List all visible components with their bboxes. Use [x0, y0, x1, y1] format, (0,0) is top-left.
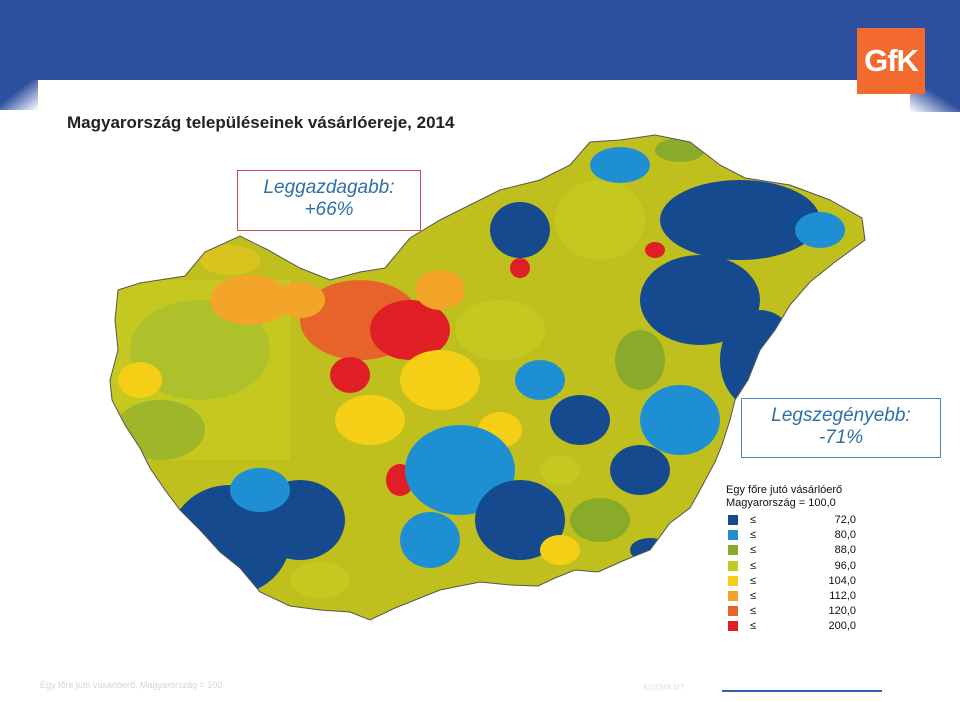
richest-callout: Leggazdagabb: +66% — [237, 170, 421, 231]
legend-swatch — [728, 545, 738, 556]
legend-value: 200,0 — [828, 620, 856, 633]
legend-title-line1: Egy főre jutó vásárlóerő — [726, 484, 843, 496]
map-title: Magyarország településeinek vásárlóereje… — [67, 113, 455, 132]
legend-symbol: ≤ — [750, 559, 757, 572]
legend-symbol: ≤ — [750, 605, 757, 618]
legend-item: ≤72,0 — [726, 514, 886, 527]
legend-value: 80,0 — [834, 529, 856, 542]
top-banner — [0, 0, 960, 80]
legend-value: 88,0 — [834, 544, 856, 557]
legend-value: 96,0 — [834, 559, 856, 572]
legend-item: ≤200,0 — [726, 620, 886, 633]
richest-label: Leggazdagabb: — [263, 177, 395, 198]
logo-text: GfK — [864, 43, 919, 78]
legend-item: ≤104,0 — [726, 575, 886, 588]
footer-label: KOZMA MT — [643, 683, 685, 692]
legend-swatch — [728, 591, 738, 601]
footer-divider — [722, 690, 882, 692]
legend-symbol: ≤ — [750, 544, 757, 557]
gfk-logo: GfK — [857, 28, 925, 94]
legend-symbol: ≤ — [750, 574, 757, 587]
footer-note: Egy főre jutó vásárlóerő, Magyarország =… — [40, 680, 223, 690]
richest-value: +66% — [304, 199, 354, 220]
legend-swatch — [728, 621, 738, 632]
poorest-label: Legszegényebb: — [771, 405, 911, 426]
poorest-value: -71% — [818, 427, 864, 448]
legend-swatch — [728, 530, 738, 541]
legend-symbol: ≤ — [750, 529, 757, 542]
legend-item: ≤88,0 — [726, 544, 886, 557]
legend-value: 112,0 — [829, 590, 856, 602]
legend-symbol: ≤ — [750, 620, 757, 633]
legend-item: ≤112,0 — [726, 590, 886, 603]
legend-title-line2: Magyarország = 100,0 — [726, 497, 836, 509]
legend-value: 104,0 — [828, 574, 856, 587]
legend-value: 120,0 — [828, 605, 856, 618]
legend-value: 72,0 — [834, 514, 856, 526]
legend-swatch — [728, 575, 738, 586]
legend-swatch — [728, 560, 738, 571]
legend-swatch — [728, 606, 738, 617]
legend-symbol: ≤ — [750, 590, 757, 602]
banner-corner-left — [0, 80, 38, 110]
poorest-callout: Legszegényebb: -71% — [741, 398, 941, 458]
legend-swatch — [728, 515, 738, 525]
legend: Egy főre jutó vásárlóerő Magyarország = … — [722, 482, 892, 637]
legend-item: ≤120,0 — [726, 605, 886, 618]
legend-title: Egy főre jutó vásárlóerő Magyarország = … — [726, 484, 842, 510]
legend-item: ≤80,0 — [726, 529, 886, 542]
legend-item: ≤96,0 — [726, 560, 886, 573]
legend-symbol: ≤ — [750, 514, 757, 526]
